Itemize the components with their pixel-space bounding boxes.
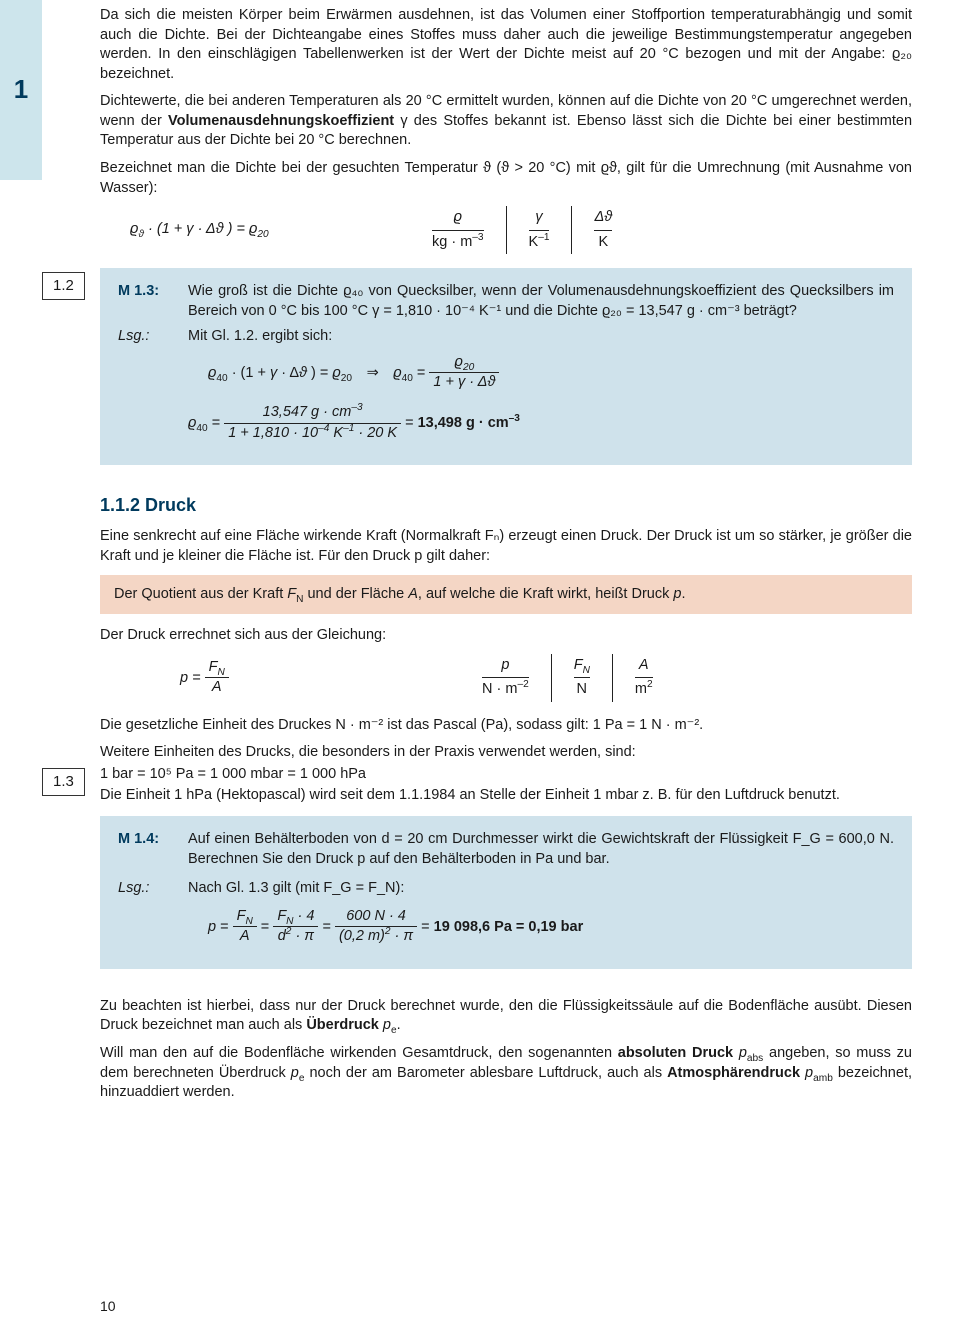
solution-label: Lsg.: (118, 879, 188, 947)
solution-line-2: ϱ40 = 13,547 g · cm–31 + 1,810 · 10–4 K–… (188, 403, 894, 443)
example-m-1-4: M 1.4: Auf einen Behälterboden von d = 2… (100, 816, 912, 969)
unit-symbol: Δϑ (594, 208, 612, 231)
definition-box-druck: Der Quotient aus der Kraft FN und der Fl… (100, 575, 912, 615)
example-question: Auf einen Behälterboden von d = 20 cm Du… (188, 830, 894, 869)
unit-value: K (594, 231, 612, 253)
equation-1-2-row: ϱϑ · (1 + γ · Δϑ ) = ϱ20 ϱ kg · m–3 γ K–… (130, 206, 912, 254)
equation-tag-label: 1.3 (53, 773, 74, 790)
equation-tag-1-3: 1.3 (42, 768, 85, 796)
content-area: Da sich die meisten Körper beim Erwärmen… (100, 0, 912, 1103)
unit-value: m2 (635, 678, 653, 700)
druck-paragraph-2: Der Druck errechnet sich aus der Gleichu… (100, 626, 912, 646)
unit-symbol: γ (529, 208, 550, 231)
example-question-row: M 1.3: Wie groß ist die Dichte ϱ₄₀ von Q… (118, 282, 894, 321)
example-solution-row: Lsg.: Mit Gl. 1.2. ergibt sich: ϱ40 · (1… (118, 327, 894, 443)
example-question: Wie groß ist die Dichte ϱ₄₀ von Quecksil… (188, 282, 894, 321)
equation-1-3-units: p N · m–2 FN N A m2 (460, 654, 675, 702)
units-p1: Die gesetzliche Einheit des Druckes N · … (100, 716, 912, 736)
units-p3: 1 bar = 10⁵ Pa = 1 000 mbar = 1 000 hPa (100, 765, 912, 785)
chapter-tab: 1 (0, 0, 42, 180)
solution-line-1: ϱ40 · (1 + γ · Δϑ ) = ϱ20 ⇒ ϱ40 = ϱ201 +… (208, 353, 894, 393)
unit-symbol: ϱ (432, 208, 484, 231)
units-p4: Die Einheit 1 hPa (Hektopascal) wird sei… (100, 786, 912, 806)
section-heading-1-1-2: 1.1.2 Druck (100, 493, 912, 517)
example-label: M 1.3: (118, 282, 188, 321)
equation-tag-label: 1.2 (53, 277, 74, 294)
solution-intro: Nach Gl. 1.3 gilt (mit F_G = F_N): (188, 879, 894, 899)
chapter-number: 1 (14, 72, 28, 107)
equation-1-3-row: p = FNA p N · m–2 FN N A m2 (130, 654, 912, 702)
closing-p2: Will man den auf die Bodenfläche wirkend… (100, 1044, 912, 1103)
unit-value: N (574, 678, 590, 700)
solution-intro: Mit Gl. 1.2. ergibt sich: (188, 327, 894, 347)
unit-symbol: A (635, 656, 653, 679)
unit-symbol: FN (574, 656, 590, 679)
unit-value: K–1 (529, 231, 550, 253)
example-m-1-3: M 1.3: Wie groß ist die Dichte ϱ₄₀ von Q… (100, 268, 912, 465)
solution-body: Nach Gl. 1.3 gilt (mit F_G = F_N): p = F… (188, 879, 894, 947)
bold-term: Volumenausdehnungskoeffizient (168, 113, 394, 129)
solution-label: Lsg.: (118, 327, 188, 443)
paragraph-intro-1: Da sich die meisten Körper beim Erwärmen… (100, 6, 912, 84)
unit-col: p N · m–2 (460, 654, 552, 702)
equation-1-2-formula: ϱϑ · (1 + γ · Δϑ ) = ϱ20 (130, 220, 410, 240)
equation-tag-1-2: 1.2 (42, 272, 85, 300)
closing-p1: Zu beachten ist hierbei, dass nur der Dr… (100, 997, 912, 1036)
unit-col: A m2 (613, 654, 675, 702)
paragraph-intro-3: Bezeichnet man die Dichte bei der gesuch… (100, 159, 912, 198)
unit-value: kg · m–3 (432, 231, 484, 253)
example-solution-row: Lsg.: Nach Gl. 1.3 gilt (mit F_G = F_N):… (118, 879, 894, 947)
unit-symbol: p (482, 656, 529, 679)
equation-1-2-units: ϱ kg · m–3 γ K–1 Δϑ K (410, 206, 634, 254)
unit-col: ϱ kg · m–3 (410, 206, 507, 254)
druck-paragraph-1: Eine senkrecht auf eine Fläche wirkende … (100, 527, 912, 566)
page-number: 10 (100, 1297, 116, 1316)
paragraph-intro-2: Dichtewerte, die bei anderen Temperature… (100, 92, 912, 151)
page: 1 Da sich die meisten Körper beim Erwärm… (0, 0, 960, 1332)
solution-line: p = FNA = FN · 4d2 · π = 600 N · 4(0,2 m… (208, 907, 894, 947)
unit-col: γ K–1 (507, 206, 573, 254)
unit-col: FN N (552, 654, 613, 702)
unit-col: Δϑ K (572, 206, 634, 254)
example-label: M 1.4: (118, 830, 188, 869)
equation-1-3-formula: p = FNA (130, 658, 460, 698)
solution-body: Mit Gl. 1.2. ergibt sich: ϱ40 · (1 + γ ·… (188, 327, 894, 443)
example-question-row: M 1.4: Auf einen Behälterboden von d = 2… (118, 830, 894, 869)
unit-value: N · m–2 (482, 678, 529, 700)
units-p2: Weitere Einheiten des Drucks, die besond… (100, 743, 912, 763)
